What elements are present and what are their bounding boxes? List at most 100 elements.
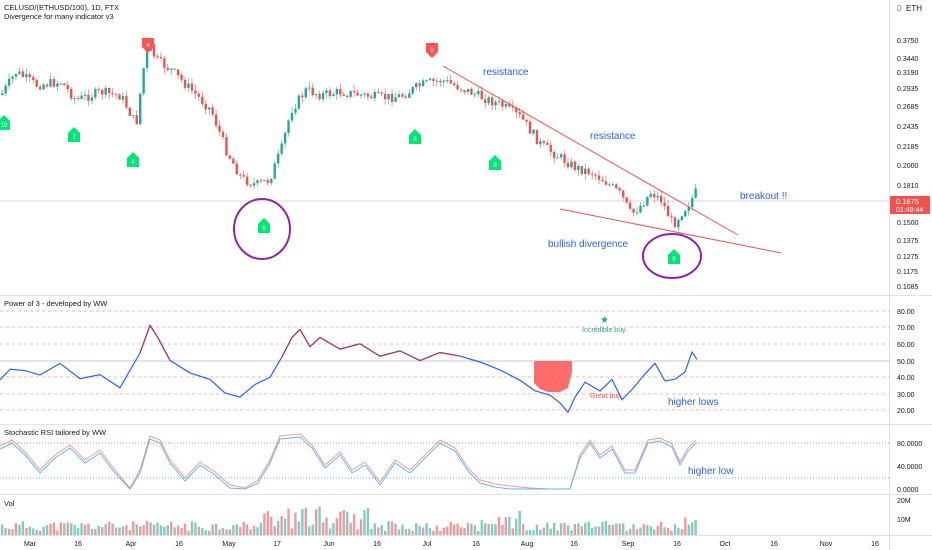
volume-bar (125, 525, 128, 535)
candle-body (473, 94, 477, 96)
currency-prefix: 0 (897, 4, 902, 13)
volume-bar (128, 530, 132, 535)
volume-bar (442, 527, 445, 535)
stoch-rsi-pane[interactable]: higher low (0, 433, 889, 490)
candle-body (245, 176, 249, 185)
candle-body (532, 129, 535, 134)
volume-bar (90, 528, 94, 535)
stoch-tick: 40.0000 (897, 464, 922, 471)
volume-bar (439, 530, 442, 535)
candle-body (332, 94, 335, 97)
volume-bar (339, 511, 342, 535)
volume-bar (14, 522, 18, 535)
volume-bar (149, 522, 152, 535)
power-tick: 60.00 (897, 342, 915, 349)
candle-body (342, 94, 345, 97)
volume-bar (7, 528, 11, 535)
volume-bar (118, 527, 121, 535)
candle-body (421, 80, 425, 87)
volume-bar (452, 524, 456, 535)
candle-body (411, 87, 414, 94)
candle-body (435, 80, 439, 82)
candle-body (314, 94, 318, 96)
price-tick: 0.1275 (897, 254, 919, 261)
time-tick: 16 (472, 541, 480, 548)
volume-bar (549, 528, 552, 535)
volume-bar (111, 523, 114, 535)
volume-bar (308, 526, 311, 535)
volume-bar (73, 524, 76, 535)
candle-body (618, 188, 621, 191)
volume-bar (32, 528, 35, 535)
volume-bar (228, 529, 232, 535)
candle-body (335, 89, 339, 95)
buy-marker (489, 155, 501, 170)
candle-body (56, 83, 59, 87)
volume-bar (166, 525, 169, 535)
candle-body (14, 73, 18, 77)
candle-body (4, 85, 7, 94)
volume-bar (504, 517, 508, 535)
volume-bar (242, 522, 245, 535)
power-of-3-pane[interactable]: ★ Incredible buy Great buy higher lows (0, 310, 889, 414)
price-tick: 0.1175 (897, 269, 918, 276)
volume-bar (421, 527, 425, 535)
volume-bar (659, 521, 663, 535)
candle-body (45, 84, 49, 87)
price-axis[interactable]: 0.3750 0.3440 0.3190 0.2935 0.2685 0.2435 0.21… (897, 38, 919, 291)
volume-bar (28, 526, 31, 535)
candle-body (377, 92, 380, 94)
power-tick: 30.00 (897, 392, 915, 399)
candle-body (159, 56, 163, 59)
volume-bar (587, 521, 590, 535)
volume-bar (114, 527, 118, 535)
volume-bar (11, 529, 14, 535)
buy-marker (68, 127, 80, 142)
bar-countdown: 01:48:44 (896, 207, 923, 214)
volume-bar (694, 520, 697, 535)
stoch-axis: 80.0000 40.0000 0.0000 (897, 441, 922, 494)
candle-body (87, 94, 90, 101)
volume-bar (159, 525, 163, 535)
candle-body (145, 51, 149, 69)
marker-label: 9 (672, 257, 676, 263)
candle-body (235, 163, 238, 175)
volume-bar (314, 509, 318, 535)
time-axis[interactable]: Mar 16 Apr 16 May 17 Jun 16 Jul 16 Aug 16 Sep 16 Oct 16… (24, 541, 879, 548)
candle-body (38, 86, 42, 90)
volume-bar (163, 526, 166, 535)
volume-bar (642, 523, 646, 535)
candle-body (439, 80, 442, 82)
volume-bar (470, 523, 473, 535)
price-pane[interactable]: 10 7 8 4 6 8 8 4 9 resistance resistance breakou… (0, 38, 889, 279)
volume-bar (342, 510, 345, 535)
power-tick: 70.00 (897, 325, 915, 332)
volume-bar (335, 518, 339, 535)
candle-body (628, 202, 632, 209)
candle-body (11, 76, 14, 79)
candle-body (346, 96, 349, 98)
candle-body (663, 202, 666, 207)
candle-body (266, 180, 270, 183)
power-line-above (157, 337, 171, 361)
power-line-above (359, 343, 381, 357)
volume-bar (214, 523, 218, 535)
power-line-above (309, 336, 321, 348)
candle-body (214, 114, 218, 126)
volume-bar (501, 524, 504, 535)
candle-body (283, 132, 287, 144)
volume-bar (249, 529, 252, 535)
marker-label: 8 (413, 137, 417, 143)
volume-pane[interactable] (1, 506, 697, 535)
candle-body (622, 190, 625, 198)
candle-body (511, 106, 514, 108)
volume-bar (152, 524, 156, 535)
candle-body (252, 183, 256, 186)
stoch-tick: 0.0000 (897, 487, 919, 494)
candle-body (249, 184, 252, 186)
candle-body (363, 93, 366, 95)
volume-bar (473, 525, 477, 535)
marker-label: 8 (430, 48, 434, 54)
volume-bar (132, 521, 135, 535)
